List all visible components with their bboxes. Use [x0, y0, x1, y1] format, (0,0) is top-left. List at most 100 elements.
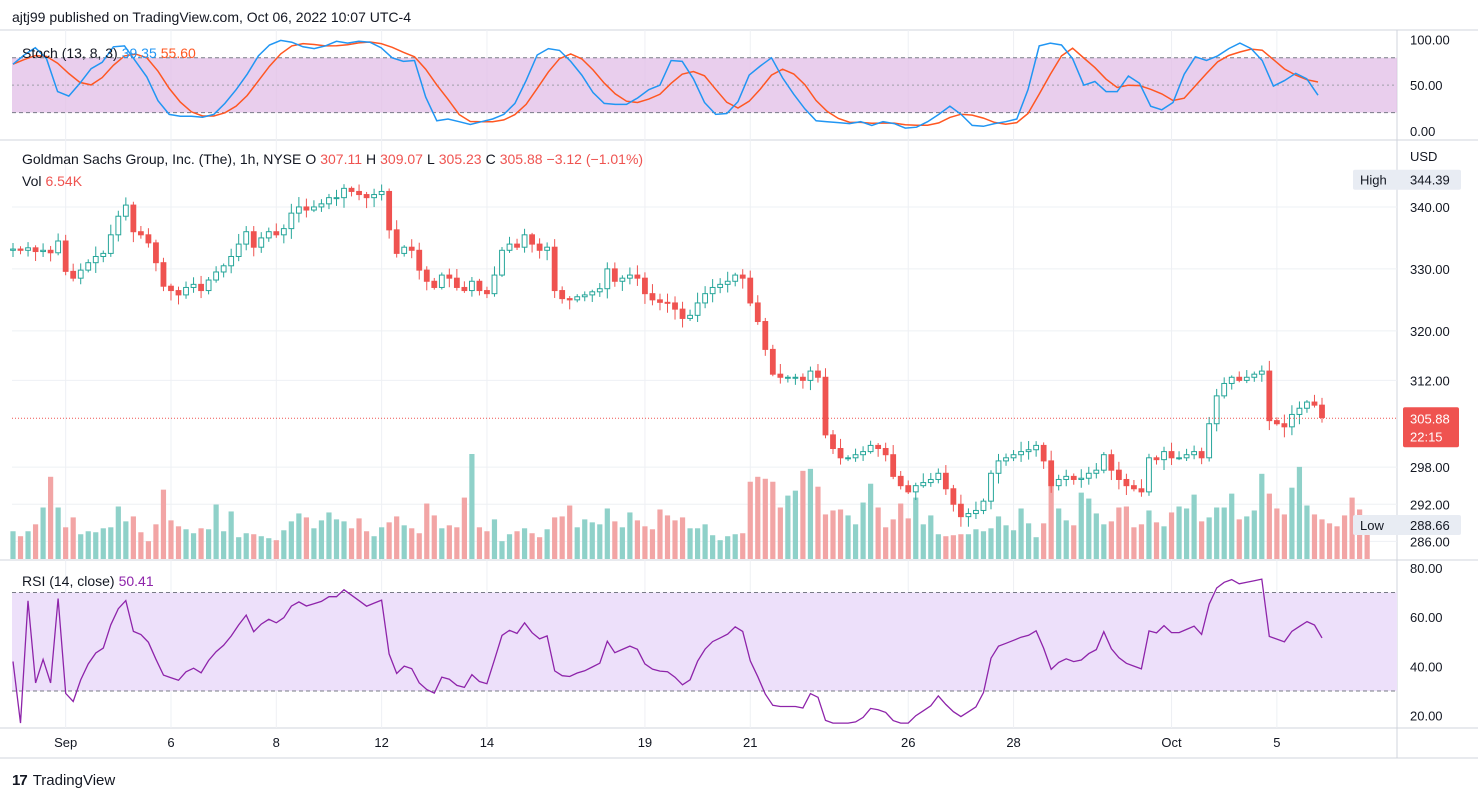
candle[interactable] — [860, 446, 866, 461]
candle[interactable] — [837, 438, 844, 465]
candle[interactable] — [183, 281, 189, 299]
candle[interactable] — [1161, 446, 1167, 470]
candle[interactable] — [920, 473, 927, 488]
rsi-line[interactable] — [12, 578, 1323, 724]
candle[interactable] — [160, 257, 167, 292]
candle[interactable] — [62, 234, 69, 276]
candle[interactable] — [1206, 416, 1213, 462]
candle[interactable] — [1289, 405, 1295, 436]
candle[interactable] — [303, 198, 310, 218]
candle[interactable] — [687, 309, 693, 321]
candle[interactable] — [371, 188, 378, 208]
candle[interactable] — [1040, 442, 1047, 469]
candle[interactable] — [950, 484, 957, 512]
candle[interactable] — [363, 191, 370, 209]
candle[interactable] — [1033, 441, 1040, 457]
candle[interactable] — [1198, 447, 1205, 465]
candle[interactable] — [927, 472, 934, 487]
candle[interactable] — [1243, 370, 1250, 384]
candle[interactable] — [897, 471, 904, 490]
candle[interactable] — [122, 197, 129, 221]
candle[interactable] — [544, 242, 551, 261]
candle[interactable] — [423, 266, 430, 291]
candle[interactable] — [153, 239, 159, 272]
candle[interactable] — [70, 263, 77, 282]
candle[interactable] — [988, 470, 994, 510]
candle[interactable] — [25, 242, 31, 257]
candle[interactable] — [1191, 445, 1198, 460]
candle[interactable] — [431, 277, 438, 290]
candle[interactable] — [288, 203, 295, 239]
candle[interactable] — [830, 430, 836, 454]
candle[interactable] — [709, 279, 716, 303]
candle[interactable] — [604, 262, 611, 299]
candle[interactable] — [461, 281, 468, 293]
candle[interactable] — [1063, 469, 1070, 487]
candle[interactable] — [416, 242, 423, 280]
candle[interactable] — [664, 293, 671, 313]
candle[interactable] — [875, 443, 882, 457]
candle[interactable] — [1221, 377, 1228, 399]
candle[interactable] — [408, 239, 415, 259]
candle[interactable] — [168, 283, 174, 301]
candle[interactable] — [980, 498, 987, 515]
candle[interactable] — [220, 263, 227, 278]
candle[interactable] — [311, 200, 317, 213]
candle[interactable] — [935, 468, 942, 484]
candle[interactable] — [649, 284, 656, 306]
candle[interactable] — [1070, 473, 1077, 485]
candle[interactable] — [10, 242, 16, 258]
candle[interactable] — [942, 465, 949, 495]
candle[interactable] — [1078, 469, 1085, 488]
candle[interactable] — [1018, 441, 1024, 462]
candle[interactable] — [619, 275, 626, 291]
candle[interactable] — [724, 271, 731, 293]
candle[interactable] — [1319, 397, 1325, 423]
candle[interactable] — [596, 283, 603, 297]
candle[interactable] — [55, 233, 62, 256]
candle[interactable] — [265, 227, 272, 242]
candle[interactable] — [1146, 453, 1152, 496]
candle[interactable] — [747, 270, 754, 307]
stoch-d-line[interactable] — [12, 41, 1319, 126]
candle[interactable] — [792, 373, 799, 385]
candle[interactable] — [318, 199, 325, 212]
candle[interactable] — [145, 228, 152, 248]
candle[interactable] — [1025, 441, 1032, 460]
candle[interactable] — [1258, 365, 1265, 382]
candle[interactable] — [1010, 450, 1017, 462]
candle[interactable] — [1168, 442, 1175, 465]
candle[interactable] — [717, 278, 724, 294]
candle[interactable] — [1085, 466, 1092, 485]
candle[interactable] — [356, 184, 362, 201]
candle[interactable] — [559, 286, 566, 304]
candle[interactable] — [1123, 473, 1130, 496]
candle[interactable] — [100, 250, 107, 263]
candle[interactable] — [1251, 371, 1258, 382]
candle[interactable] — [258, 232, 265, 253]
candle[interactable] — [47, 245, 54, 262]
candle[interactable] — [574, 294, 581, 303]
candle[interactable] — [754, 295, 761, 325]
candle[interactable] — [514, 238, 520, 251]
candle[interactable] — [1153, 455, 1160, 465]
candle[interactable] — [115, 210, 122, 242]
candle[interactable] — [484, 286, 490, 299]
candle[interactable] — [822, 368, 829, 439]
candle[interactable] — [905, 480, 912, 495]
candle[interactable] — [657, 293, 663, 311]
candle[interactable] — [679, 301, 686, 328]
candle[interactable] — [769, 344, 776, 377]
rsi-pane[interactable] — [12, 578, 1397, 724]
candle[interactable] — [1266, 360, 1273, 431]
candle[interactable] — [85, 259, 92, 273]
candle[interactable] — [890, 445, 897, 480]
candle[interactable] — [1100, 452, 1107, 474]
candle[interactable] — [807, 366, 814, 391]
candle[interactable] — [611, 262, 618, 287]
candle[interactable] — [341, 184, 347, 208]
candle[interactable] — [333, 189, 340, 206]
candle[interactable] — [521, 228, 528, 253]
candle[interactable] — [438, 272, 445, 290]
candle[interactable] — [243, 226, 250, 251]
